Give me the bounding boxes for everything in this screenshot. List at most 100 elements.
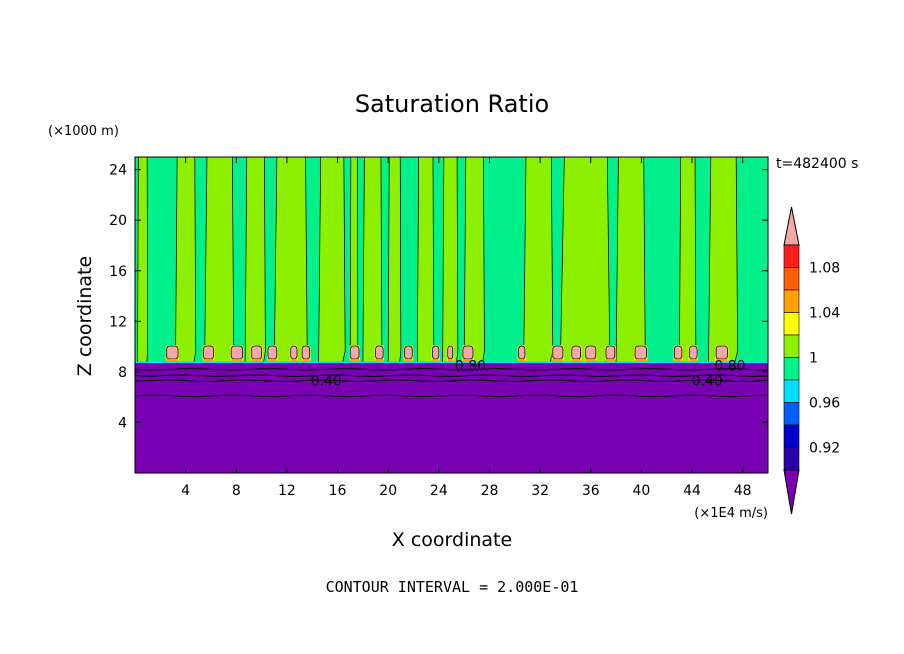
contour-interval-footer: CONTOUR INTERVAL = 2.000E-01 bbox=[326, 578, 579, 596]
cell-base-17 bbox=[605, 359, 615, 363]
supersaturated-cell-15 bbox=[571, 345, 582, 360]
colorbar-label-3: 0.96 bbox=[809, 396, 840, 412]
cell-base-14 bbox=[552, 359, 563, 363]
colorbar-segment-1 bbox=[783, 267, 800, 291]
green-column-0 bbox=[137, 156, 149, 364]
chart-title: Saturation Ratio bbox=[355, 90, 549, 118]
green-column-10 bbox=[442, 156, 459, 364]
supersaturated-cell-18 bbox=[634, 345, 647, 360]
x-tick-label-8: 36 bbox=[582, 483, 600, 499]
green-column-7 bbox=[362, 156, 383, 364]
colorbar-segment-0 bbox=[783, 244, 800, 268]
colorbar: 1.08 1.04 1 0.96 0.92 bbox=[783, 206, 840, 515]
x-tick-label-5: 24 bbox=[430, 483, 448, 499]
supersaturated-cell-1 bbox=[202, 345, 214, 360]
supersaturated-cell-4 bbox=[267, 345, 278, 360]
x-unit-label: (×1E4 m/s) bbox=[694, 506, 768, 521]
supersaturated-cell-19 bbox=[673, 345, 683, 360]
cell-base-12 bbox=[462, 359, 474, 363]
supersaturated-cell-12 bbox=[462, 345, 474, 360]
cell-base-13 bbox=[518, 359, 525, 363]
colorbar-segment-9 bbox=[783, 447, 800, 471]
green-column-9 bbox=[416, 156, 435, 364]
y-tick-label-3: 16 bbox=[109, 264, 127, 280]
y-tick-label-4: 20 bbox=[109, 213, 127, 229]
green-column-8 bbox=[387, 156, 402, 364]
cell-base-4 bbox=[267, 359, 277, 363]
cell-base-5 bbox=[290, 359, 298, 363]
cell-base-2 bbox=[231, 359, 243, 363]
contour-line-3 bbox=[134, 394, 769, 398]
colorbar-segment-5 bbox=[783, 357, 800, 381]
green-column-12 bbox=[523, 156, 554, 364]
x-tick-label-9: 40 bbox=[632, 483, 650, 499]
cell-base-7 bbox=[350, 359, 360, 363]
contour-label-1: 0.80 bbox=[455, 359, 486, 375]
supersaturated-cell-21 bbox=[715, 345, 728, 360]
cell-base-19 bbox=[674, 359, 682, 363]
supersaturated-cell-20 bbox=[689, 345, 698, 360]
green-column-1 bbox=[175, 156, 197, 364]
supersaturated-cell-17 bbox=[605, 345, 616, 360]
contour-line-1 bbox=[134, 374, 769, 377]
x-tick-label-1: 8 bbox=[232, 483, 241, 499]
x-tick-label-2: 12 bbox=[278, 483, 296, 499]
green-column-5 bbox=[318, 156, 346, 364]
y-tick-label-5: 24 bbox=[109, 163, 127, 179]
cell-base-9 bbox=[404, 359, 413, 363]
supersaturated-cell-8 bbox=[375, 345, 384, 360]
x-tick-label-6: 28 bbox=[481, 483, 499, 499]
time-label: t=482400 s bbox=[776, 156, 858, 172]
supersaturated-cell-0 bbox=[166, 345, 179, 360]
colorbar-segment-2 bbox=[783, 289, 800, 313]
colorbar-label-1: 1.04 bbox=[809, 306, 840, 322]
cell-base-18 bbox=[635, 359, 647, 363]
supersaturated-cell-3 bbox=[251, 345, 263, 360]
colorbar-segment-3 bbox=[783, 312, 800, 336]
green-column-14 bbox=[615, 156, 646, 364]
colorbar-segment-7 bbox=[783, 402, 800, 426]
layer-top-fringe bbox=[135, 361, 768, 364]
contour-label-2: 0.80 bbox=[714, 359, 745, 375]
supersaturated-cell-2 bbox=[230, 345, 244, 360]
supersaturated-cell-5 bbox=[290, 345, 298, 360]
y-tick-label-0: 4 bbox=[118, 415, 127, 431]
green-column-6 bbox=[349, 156, 359, 364]
colorbar-label-0: 1.08 bbox=[809, 261, 840, 277]
supersaturated-cell-13 bbox=[518, 345, 526, 360]
y-tick-label-2: 12 bbox=[109, 314, 127, 330]
colorbar-top-arrow bbox=[783, 206, 800, 246]
supersaturated-cell-10 bbox=[432, 345, 440, 360]
lower-layer-region bbox=[135, 363, 768, 473]
green-column-16 bbox=[708, 156, 738, 364]
contour-label-0: 0.40 bbox=[311, 374, 342, 390]
green-column-3 bbox=[244, 156, 266, 364]
cell-base-8 bbox=[375, 359, 384, 363]
colorbar-bottom-arrow bbox=[783, 469, 800, 515]
contour-line-2 bbox=[134, 379, 769, 383]
colorbar-segment-8 bbox=[783, 424, 800, 448]
x-tick-label-0: 4 bbox=[181, 483, 190, 499]
x-tick-label-11: 48 bbox=[734, 483, 752, 499]
cell-base-16 bbox=[585, 359, 596, 363]
cell-base-3 bbox=[251, 359, 262, 363]
cell-base-20 bbox=[689, 359, 698, 363]
x-tick-label-4: 20 bbox=[379, 483, 397, 499]
green-column-13 bbox=[560, 156, 611, 364]
cell-base-1 bbox=[203, 359, 214, 363]
cell-base-0 bbox=[166, 359, 179, 363]
green-column-4 bbox=[273, 156, 308, 364]
x-tick-label-7: 32 bbox=[531, 483, 549, 499]
y-unit-label: (×1000 m) bbox=[48, 124, 119, 139]
x-tick-label-10: 44 bbox=[683, 483, 701, 499]
contour-line-0 bbox=[134, 368, 769, 371]
supersaturated-cell-7 bbox=[349, 345, 360, 360]
plot-area: 0.400.80 0.800.40 bbox=[134, 156, 769, 473]
green-column-11 bbox=[463, 156, 485, 364]
supersaturated-cell-9 bbox=[404, 345, 413, 360]
green-column-15 bbox=[679, 156, 697, 364]
y-axis-label: Z coordinate bbox=[74, 256, 96, 376]
colorbar-label-4: 0.92 bbox=[809, 441, 840, 457]
